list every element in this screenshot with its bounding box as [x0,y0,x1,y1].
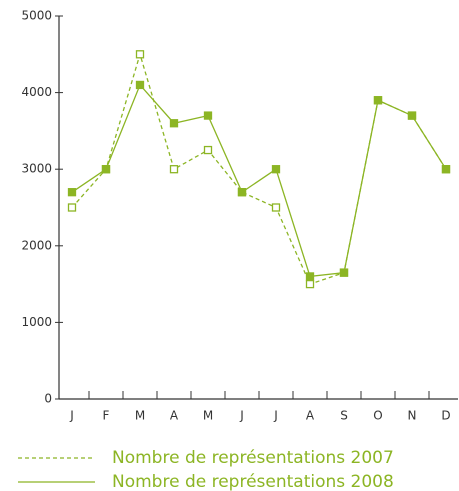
legend-label: Nombre de représentations 2007 [112,448,394,468]
x-tick-label: D [441,409,450,423]
line-series [71,83,447,278]
marker [373,96,383,105]
y-tick-label: 1000 [21,315,52,329]
x-tick-label: M [203,409,213,423]
marker [101,165,111,174]
y-tick-label: 0 [44,392,52,406]
x-tick-label: F [103,409,110,423]
marker [407,111,417,120]
x-tick-label: N [408,409,417,423]
y-tick-label: 2000 [21,238,52,252]
marker [169,165,179,174]
marker [271,165,281,174]
marker [271,203,281,212]
marker [237,188,247,197]
x-tick-label: S [340,409,348,423]
x-tick-label: A [170,409,179,423]
x-tick-label: A [306,409,315,423]
x-tick-label: O [373,409,382,423]
line-series [71,52,447,285]
y-tick-label: 5000 [21,9,52,23]
marker [305,272,315,281]
x-tick-label: J [239,409,244,423]
marker [339,268,349,277]
legend-label: Nombre de représentations 2008 [112,472,394,491]
x-tick-label: J [69,409,74,423]
marker [169,119,179,128]
y-tick-label: 3000 [21,162,52,176]
x-tick-label: M [135,409,145,423]
marker [67,188,77,197]
marker [135,50,145,59]
marker [203,111,213,120]
marker [135,80,145,90]
marker [305,279,315,289]
marker [441,165,451,174]
y-tick-label: 4000 [21,85,52,99]
marker [203,145,213,155]
marker [67,203,77,212]
x-tick-label: J [273,409,278,423]
